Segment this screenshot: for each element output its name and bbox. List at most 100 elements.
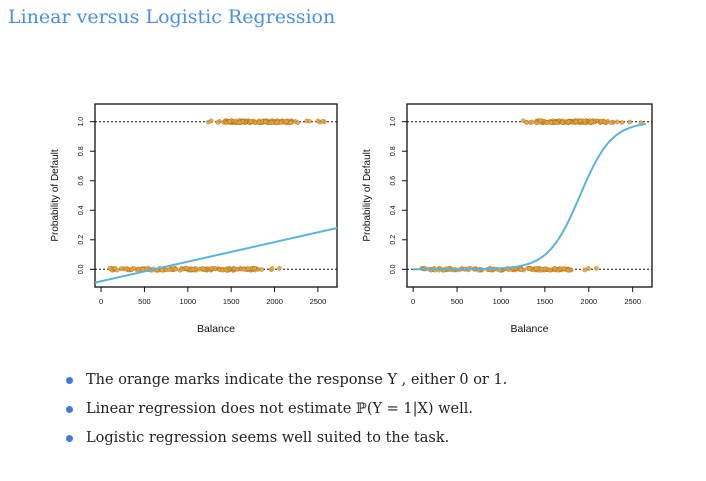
response-mark <box>107 266 113 271</box>
response-mark <box>582 118 587 124</box>
x-tick-label: 2000 <box>580 297 597 306</box>
response-mark <box>248 119 253 124</box>
bullet-item: Linear regression does not estimate ℙ(Y … <box>66 395 507 424</box>
y-tick-label: 0.2 <box>78 235 85 245</box>
response-mark <box>288 120 293 125</box>
response-mark <box>209 266 214 271</box>
y-tick-label: 0.0 <box>390 264 397 274</box>
x-tick-label: 1000 <box>179 297 196 306</box>
x-tick-label: 2500 <box>310 297 327 306</box>
response-mark <box>209 118 214 123</box>
response-mark <box>565 267 571 273</box>
response-mark <box>554 120 560 125</box>
response-mark <box>274 120 279 125</box>
x-tick-label: 2000 <box>266 297 283 306</box>
y-tick-label: 0.6 <box>78 176 85 186</box>
response-mark <box>586 266 591 271</box>
y-tick-label: 0.8 <box>390 146 397 156</box>
x-tick-label: 500 <box>138 297 151 306</box>
y-tick-label: 0.8 <box>78 146 85 156</box>
response-mark <box>284 119 289 124</box>
response-mark <box>548 120 554 125</box>
response-mark <box>295 120 301 126</box>
response-mark <box>118 266 124 271</box>
x-axis-label: Balance <box>511 323 549 335</box>
bullet-dot-icon <box>66 406 73 413</box>
y-tick-label: 1.0 <box>78 117 85 127</box>
plot-frame <box>94 103 338 288</box>
response-mark <box>269 266 275 271</box>
y-axis-label: Probability of Default <box>50 149 61 241</box>
response-mark <box>524 120 529 125</box>
response-mark <box>566 119 572 125</box>
fit-curve <box>94 227 338 284</box>
response-mark <box>184 265 190 271</box>
y-axis-label: Probability of Default <box>362 149 373 241</box>
response-mark <box>615 119 620 125</box>
slide-title: Linear versus Logistic Regression <box>8 6 336 28</box>
bullet-item: The orange marks indicate the response Y… <box>66 366 507 395</box>
response-mark <box>237 119 242 125</box>
bullet-list: The orange marks indicate the response Y… <box>66 366 507 453</box>
response-mark <box>259 267 264 272</box>
x-tick-label: 500 <box>451 297 464 306</box>
response-mark <box>560 120 565 125</box>
response-mark <box>573 119 579 125</box>
response-mark <box>241 266 247 272</box>
response-mark <box>561 266 567 271</box>
plot-frame <box>406 103 653 288</box>
response-mark <box>320 119 325 124</box>
response-mark <box>246 266 251 271</box>
y-tick-label: 0.4 <box>390 205 397 215</box>
response-mark <box>526 266 532 272</box>
response-mark <box>538 118 543 123</box>
y-tick-label: 0.4 <box>78 205 85 215</box>
response-mark <box>307 118 312 124</box>
response-mark <box>263 119 268 125</box>
y-tick-label: 0.6 <box>390 176 397 186</box>
x-tick-label: 1500 <box>537 297 554 306</box>
response-mark <box>173 266 178 272</box>
bullet-dot-icon <box>66 435 73 442</box>
bullet-item: Logistic regression seems well suited to… <box>66 424 507 453</box>
response-mark <box>234 266 240 272</box>
response-mark <box>627 119 633 125</box>
response-mark <box>223 267 229 273</box>
y-tick-label: 0.0 <box>78 264 85 274</box>
response-mark <box>582 267 587 273</box>
x-tick-label: 2500 <box>624 297 641 306</box>
fit-curve <box>413 123 647 271</box>
response-mark <box>589 119 594 124</box>
bullet-text: Linear regression does not estimate ℙ(Y … <box>86 401 473 417</box>
bullet-dot-icon <box>66 377 73 384</box>
figure: 0 500 1000 1500 2000 2500 0.0 0.2 0.4 0.6 0.8 1.0 Ba… <box>50 103 653 335</box>
response-mark <box>112 265 118 271</box>
response-mark <box>277 266 282 271</box>
response-mark <box>269 120 274 125</box>
y-tick-label: 1.0 <box>390 117 397 127</box>
response-mark <box>608 120 614 125</box>
response-mark <box>129 266 134 272</box>
y-tick-label: 0.2 <box>390 235 397 245</box>
x-tick-label: 1000 <box>493 297 510 306</box>
x-tick-label: 0 <box>411 297 415 306</box>
response-mark <box>200 266 206 271</box>
bullet-text: Logistic regression seems well suited to… <box>86 430 450 446</box>
response-mark <box>544 120 550 125</box>
linear-regression-panel: 0 500 1000 1500 2000 2500 0.0 0.2 0.4 0.6 0.8 1.0 Ba… <box>50 103 338 335</box>
response-mark <box>594 266 599 271</box>
response-mark <box>529 119 535 125</box>
response-mark <box>602 119 607 125</box>
response-mark <box>539 266 545 272</box>
response-mark <box>619 120 625 125</box>
x-axis-label: Balance <box>197 323 235 335</box>
response-mark <box>252 266 257 271</box>
response-mark <box>227 119 232 125</box>
response-mark <box>533 266 539 271</box>
response-mark <box>190 267 196 272</box>
response-mark <box>215 120 221 125</box>
x-tick-label: 1500 <box>223 297 240 306</box>
response-mark <box>123 266 129 272</box>
logistic-regression-panel: 0 500 1000 1500 2000 2500 0.0 0.2 0.4 0.6 0.8 1.0 Ba… <box>362 103 653 335</box>
response-mark <box>578 118 583 124</box>
